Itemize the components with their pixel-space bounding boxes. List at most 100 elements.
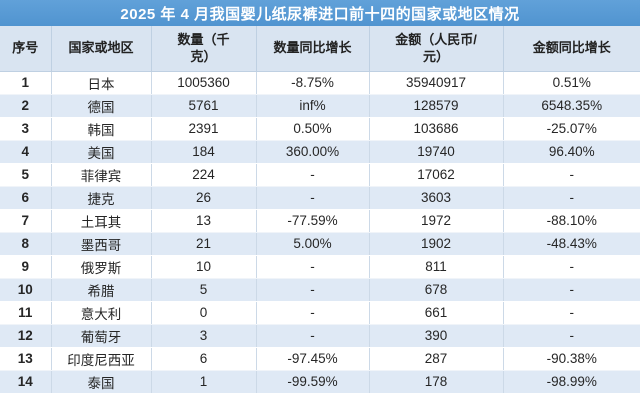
cell-quantity-yoy: 5.00% — [256, 232, 370, 256]
cell-quantity-yoy: - — [256, 278, 370, 302]
cell-country: 美国 — [51, 140, 152, 164]
table-row: 2 德国 5761 inf% 128579 6548.35% — [0, 94, 640, 118]
cell-index: 6 — [0, 186, 52, 210]
table-header: 序号 国家或地区 数量（千 克） 数量同比增长 金额（人民币/ 元） 金额同比增长 — [0, 26, 640, 72]
cell-amount-rmb: 178 — [369, 370, 504, 394]
cell-amount-yoy: -88.10% — [503, 209, 640, 233]
cell-index: 14 — [0, 370, 52, 394]
table-row: 11 意大利 0-661- — [0, 301, 640, 325]
cell-quantity-yoy: -77.59% — [256, 209, 370, 233]
cell-amount-rmb: 811 — [369, 255, 504, 279]
cell-quantity-yoy: -99.59% — [256, 370, 370, 394]
cell-amount-rmb: 103686 — [369, 117, 504, 141]
cell-amount-rmb: 287 — [369, 347, 504, 371]
cell-amount-yoy: - — [503, 301, 640, 325]
cell-amount-yoy: - — [503, 186, 640, 210]
cell-index: 11 — [0, 301, 52, 325]
cell-index: 3 — [0, 117, 52, 141]
table-row: 7 土耳其 13 -77.59% 1972 -88.10% — [0, 209, 640, 233]
cell-quantity-yoy: - — [256, 186, 370, 210]
cell-quantity-yoy: -8.75% — [256, 71, 370, 95]
cell-quantity-kg: 2391 — [151, 117, 257, 141]
cell-amount-yoy: -48.43% — [503, 232, 640, 256]
column-header-amount-rmb: 金额（人民币/ 元） — [369, 26, 504, 72]
cell-country: 希腊 — [51, 278, 152, 302]
cell-amount-rmb: 1972 — [369, 209, 504, 233]
cell-amount-yoy: 96.40% — [503, 140, 640, 164]
cell-country: 捷克 — [51, 186, 152, 210]
table-title: 2025 年 4 月我国婴儿纸尿裤进口前十四的国家或地区情况 — [0, 0, 640, 26]
cell-amount-rmb: 128579 — [369, 94, 504, 118]
cell-country: 印度尼西亚 — [51, 347, 152, 371]
cell-index: 7 — [0, 209, 52, 233]
cell-index: 5 — [0, 163, 52, 187]
header-row: 序号 国家或地区 数量（千 克） 数量同比增长 金额（人民币/ 元） 金额同比增长 — [0, 26, 640, 72]
cell-quantity-yoy: - — [256, 324, 370, 348]
cell-quantity-kg: 224 — [151, 163, 257, 187]
cell-amount-rmb: 17062 — [369, 163, 504, 187]
cell-amount-rmb: 390 — [369, 324, 504, 348]
table-row: 13 印度尼西亚 6 -97.45% 287 -90.38% — [0, 347, 640, 371]
cell-amount-rmb: 35940917 — [369, 71, 504, 95]
table-body: 1 日本 1005360 -8.75% 35940917 0.51% 2 德国 5761 inf%… — [0, 71, 640, 394]
cell-amount-rmb: 19740 — [369, 140, 504, 164]
cell-quantity-yoy: inf% — [256, 94, 370, 118]
cell-quantity-kg: 10 — [151, 255, 257, 279]
cell-quantity-yoy: -97.45% — [256, 347, 370, 371]
table-row: 10 希腊 5-678- — [0, 278, 640, 302]
cell-quantity-kg: 5761 — [151, 94, 257, 118]
cell-quantity-kg: 3 — [151, 324, 257, 348]
cell-index: 12 — [0, 324, 52, 348]
import-data-table: 序号 国家或地区 数量（千 克） 数量同比增长 金额（人民币/ 元） 金额同比增长 1 日本… — [0, 26, 640, 394]
column-header-quantity-kg: 数量（千 克） — [151, 26, 257, 72]
cell-index: 2 — [0, 94, 52, 118]
cell-amount-rmb: 678 — [369, 278, 504, 302]
column-header-index: 序号 — [0, 26, 52, 72]
table-row: 14 泰国 1 -99.59% 178 -98.99% — [0, 370, 640, 394]
cell-quantity-yoy: - — [256, 301, 370, 325]
cell-index: 8 — [0, 232, 52, 256]
cell-amount-yoy: - — [503, 255, 640, 279]
cell-amount-yoy: -98.99% — [503, 370, 640, 394]
cell-country: 土耳其 — [51, 209, 152, 233]
cell-amount-yoy: - — [503, 324, 640, 348]
table-row: 3 韩国 2391 0.50% 103686 -25.07% — [0, 117, 640, 141]
cell-index: 9 — [0, 255, 52, 279]
cell-quantity-kg: 1005360 — [151, 71, 257, 95]
cell-country: 葡萄牙 — [51, 324, 152, 348]
cell-country: 日本 — [51, 71, 152, 95]
cell-country: 德国 — [51, 94, 152, 118]
column-header-amount-yoy: 金额同比增长 — [503, 26, 640, 72]
cell-index: 10 — [0, 278, 52, 302]
cell-quantity-kg: 13 — [151, 209, 257, 233]
cell-index: 4 — [0, 140, 52, 164]
cell-country: 意大利 — [51, 301, 152, 325]
cell-amount-yoy: 0.51% — [503, 71, 640, 95]
cell-amount-yoy: - — [503, 163, 640, 187]
cell-quantity-kg: 1 — [151, 370, 257, 394]
cell-amount-yoy: -25.07% — [503, 117, 640, 141]
cell-quantity-kg: 26 — [151, 186, 257, 210]
cell-amount-yoy: -90.38% — [503, 347, 640, 371]
table-row: 9 俄罗斯 10-811- — [0, 255, 640, 279]
cell-index: 1 — [0, 71, 52, 95]
column-header-quantity-yoy: 数量同比增长 — [256, 26, 370, 72]
table-row: 6 捷克 26-3603- — [0, 186, 640, 210]
cell-index: 13 — [0, 347, 52, 371]
cell-quantity-yoy: 360.00% — [256, 140, 370, 164]
cell-amount-rmb: 1902 — [369, 232, 504, 256]
cell-country: 墨西哥 — [51, 232, 152, 256]
cell-amount-yoy: 6548.35% — [503, 94, 640, 118]
cell-quantity-kg: 5 — [151, 278, 257, 302]
column-header-country: 国家或地区 — [51, 26, 152, 72]
cell-amount-yoy: - — [503, 278, 640, 302]
cell-country: 菲律宾 — [51, 163, 152, 187]
table-row: 1 日本 1005360 -8.75% 35940917 0.51% — [0, 71, 640, 95]
cell-quantity-yoy: - — [256, 255, 370, 279]
cell-quantity-kg: 0 — [151, 301, 257, 325]
table-row: 8 墨西哥 21 5.00% 1902 -48.43% — [0, 232, 640, 256]
cell-quantity-yoy: - — [256, 163, 370, 187]
cell-country: 俄罗斯 — [51, 255, 152, 279]
cell-country: 韩国 — [51, 117, 152, 141]
